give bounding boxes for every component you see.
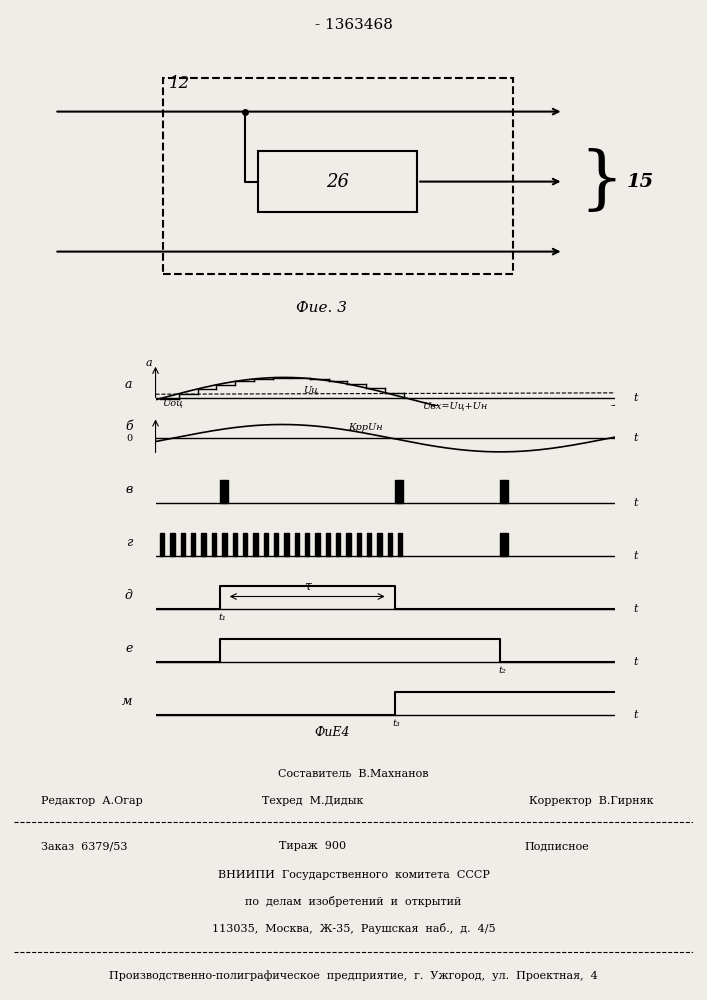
Bar (233, 533, 237, 556)
Text: 12: 12 (169, 75, 190, 92)
Text: t₃: t₃ (393, 719, 401, 728)
Bar (501, 480, 508, 503)
Bar (336, 533, 340, 556)
Text: Производственно-полиграфическое  предприятие,  г.  Ужгород,  ул.  Проектная,  4: Производственно-полиграфическое предприя… (109, 971, 598, 981)
Text: КррUн: КррUн (349, 423, 383, 432)
Text: 0: 0 (127, 434, 133, 443)
Bar (378, 533, 382, 556)
Text: - 1363468: - 1363468 (315, 18, 392, 32)
Bar (367, 533, 371, 556)
Text: Uоц: Uоц (163, 398, 183, 407)
Bar (356, 533, 361, 556)
Text: t: t (633, 657, 638, 667)
Text: Редактор  А.Огар: Редактор А.Огар (41, 796, 143, 806)
Text: ВНИИПИ  Государственного  комитета  СССР: ВНИИПИ Государственного комитета СССР (218, 870, 489, 880)
Bar (212, 533, 216, 556)
Text: a: a (145, 358, 152, 368)
Text: 15: 15 (627, 173, 655, 191)
Text: 26: 26 (326, 173, 349, 191)
Bar (222, 533, 226, 556)
Text: t₁: t₁ (218, 613, 226, 622)
Bar (305, 533, 309, 556)
Text: t: t (633, 710, 638, 720)
Text: в: в (125, 483, 133, 496)
Bar (295, 533, 299, 556)
Bar (243, 533, 247, 556)
Bar (346, 533, 351, 556)
Text: t: t (633, 393, 638, 403)
Bar (398, 533, 402, 556)
Bar (501, 533, 508, 556)
Text: Uвх=Uц+Uн: Uвх=Uц+Uн (422, 401, 487, 410)
Bar (191, 533, 196, 556)
Text: Тираж  900: Тираж 900 (279, 841, 346, 851)
Text: t: t (633, 551, 638, 561)
Bar (387, 533, 392, 556)
Text: ФиЕ4: ФиЕ4 (315, 726, 350, 739)
Text: Техред  М.Дидык: Техред М.Дидык (262, 796, 363, 806)
Text: Подписное: Подписное (525, 841, 590, 851)
Text: д: д (124, 589, 133, 602)
Text: t: t (633, 433, 638, 443)
Text: t: t (633, 498, 638, 508)
Text: е: е (125, 642, 133, 655)
Text: t: t (633, 604, 638, 614)
Text: Заказ  6379/53: Заказ 6379/53 (41, 841, 128, 851)
Bar (395, 480, 403, 503)
Bar (181, 533, 185, 556)
Bar (274, 533, 279, 556)
Text: a: a (125, 378, 133, 391)
Bar (220, 480, 228, 503)
Text: Фие. 3: Фие. 3 (296, 301, 347, 315)
Bar (326, 533, 330, 556)
Bar (264, 533, 268, 556)
Text: Корректор  В.Гирняк: Корректор В.Гирняк (529, 796, 653, 806)
Bar (315, 533, 320, 556)
Text: }: } (580, 148, 624, 215)
Text: м: м (122, 695, 133, 708)
Text: t₂: t₂ (498, 666, 506, 675)
Text: 113035,  Москва,  Ж-35,  Раушская  наб.,  д.  4/5: 113035, Москва, Ж-35, Раушская наб., д. … (211, 922, 496, 934)
Bar (170, 533, 175, 556)
Bar (253, 533, 257, 556)
Text: τ: τ (304, 580, 310, 593)
Bar (201, 533, 206, 556)
Bar (160, 533, 165, 556)
Text: по  делам  изобретений  и  открытий: по делам изобретений и открытий (245, 896, 462, 907)
Text: г: г (126, 536, 133, 549)
Text: Uц: Uц (303, 386, 317, 395)
Bar (284, 533, 288, 556)
Text: б: б (125, 420, 133, 433)
Text: Составитель  В.Махнанов: Составитель В.Махнанов (279, 769, 428, 779)
